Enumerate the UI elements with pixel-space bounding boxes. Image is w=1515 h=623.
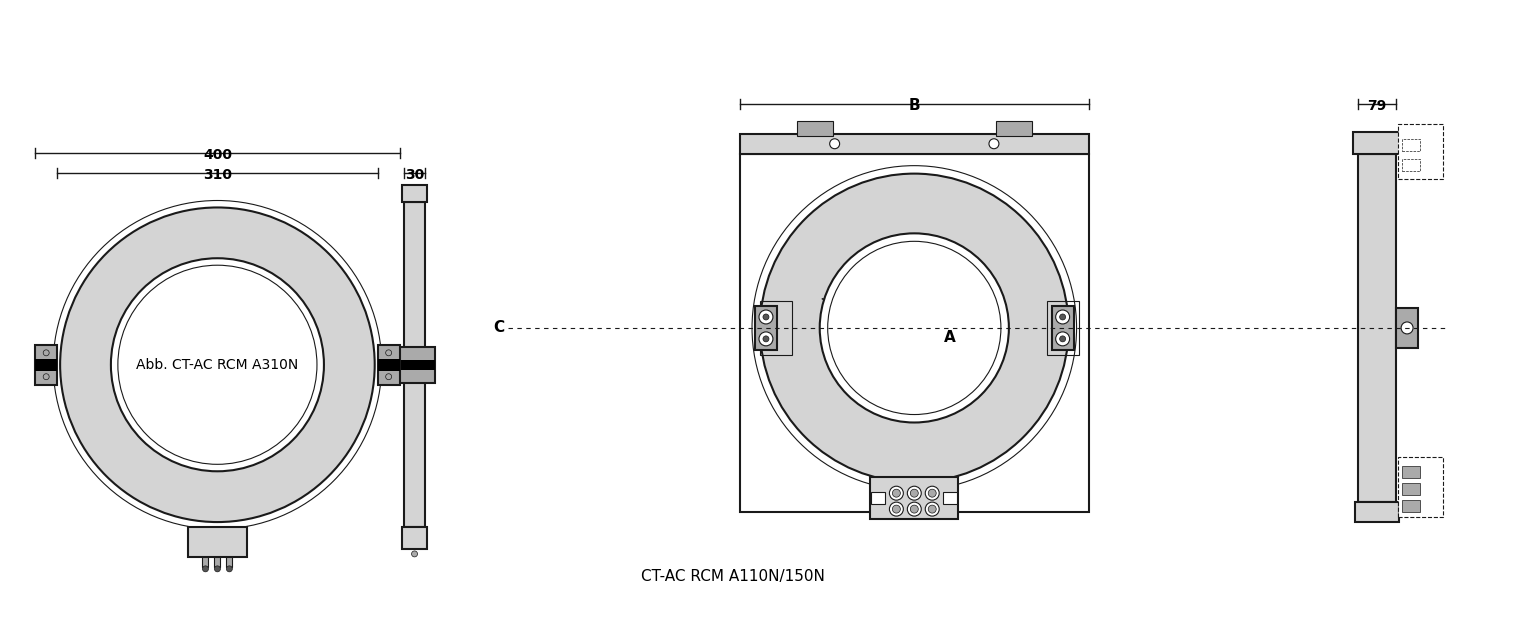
Bar — [1353, 132, 1401, 154]
Circle shape — [111, 259, 324, 471]
Circle shape — [759, 332, 773, 346]
Bar — [394, 360, 435, 369]
Circle shape — [1059, 314, 1065, 320]
Text: B: B — [909, 98, 920, 113]
Bar — [1047, 301, 1079, 355]
Circle shape — [1056, 310, 1070, 324]
Bar — [1401, 500, 1420, 512]
Bar — [995, 121, 1032, 136]
Circle shape — [889, 502, 903, 516]
Circle shape — [759, 310, 773, 324]
Text: A: A — [944, 330, 956, 345]
Circle shape — [820, 234, 1009, 422]
Bar — [401, 184, 427, 202]
Circle shape — [926, 502, 939, 516]
Bar — [188, 527, 247, 557]
Circle shape — [907, 502, 921, 516]
Circle shape — [118, 265, 317, 464]
Circle shape — [989, 139, 998, 149]
Circle shape — [911, 489, 918, 497]
Circle shape — [929, 505, 936, 513]
Bar — [377, 345, 400, 384]
Bar — [203, 557, 209, 567]
Text: CT-AC RCM A110N/150N: CT-AC RCM A110N/150N — [641, 569, 824, 584]
Circle shape — [761, 174, 1068, 482]
Circle shape — [1056, 332, 1070, 346]
Bar — [1398, 457, 1442, 517]
Circle shape — [889, 486, 903, 500]
Bar — [1401, 139, 1420, 151]
Bar — [1397, 308, 1418, 348]
Bar — [377, 359, 400, 371]
Bar — [1401, 159, 1420, 171]
Circle shape — [215, 566, 220, 572]
Bar — [1359, 154, 1397, 502]
Circle shape — [1059, 336, 1065, 342]
Circle shape — [830, 139, 839, 149]
Circle shape — [226, 566, 232, 572]
Text: 400: 400 — [203, 148, 232, 162]
Bar — [797, 121, 833, 136]
Circle shape — [892, 505, 900, 513]
Bar — [944, 492, 957, 504]
Circle shape — [907, 486, 921, 500]
Text: 30: 30 — [405, 168, 424, 181]
Circle shape — [44, 350, 48, 356]
Bar — [871, 492, 885, 504]
Bar — [35, 345, 58, 384]
Circle shape — [926, 486, 939, 500]
Circle shape — [911, 505, 918, 513]
Circle shape — [827, 241, 1001, 414]
Text: 79: 79 — [1368, 99, 1386, 113]
Bar — [35, 359, 58, 371]
Bar — [741, 154, 1088, 512]
Circle shape — [61, 207, 374, 522]
Circle shape — [386, 350, 392, 356]
Circle shape — [412, 551, 418, 557]
Bar — [1356, 502, 1400, 522]
Bar — [403, 202, 426, 527]
Circle shape — [386, 374, 392, 379]
Circle shape — [44, 374, 48, 379]
Text: Abb. CT-AC RCM A310N: Abb. CT-AC RCM A310N — [136, 358, 298, 372]
Bar — [401, 527, 427, 549]
Bar — [1398, 124, 1442, 179]
Circle shape — [892, 489, 900, 497]
Text: C: C — [492, 320, 504, 335]
Circle shape — [203, 566, 209, 572]
Bar — [1401, 483, 1420, 495]
Bar — [215, 557, 220, 567]
Bar — [394, 347, 435, 383]
Bar — [871, 477, 957, 519]
Circle shape — [1401, 322, 1413, 334]
Bar — [741, 134, 1088, 154]
Circle shape — [764, 314, 770, 320]
Bar — [1051, 306, 1074, 350]
Bar — [761, 301, 792, 355]
Bar — [1401, 466, 1420, 478]
Circle shape — [929, 489, 936, 497]
Text: 310: 310 — [203, 168, 232, 181]
Bar — [226, 557, 232, 567]
Circle shape — [764, 336, 770, 342]
Bar — [754, 306, 777, 350]
